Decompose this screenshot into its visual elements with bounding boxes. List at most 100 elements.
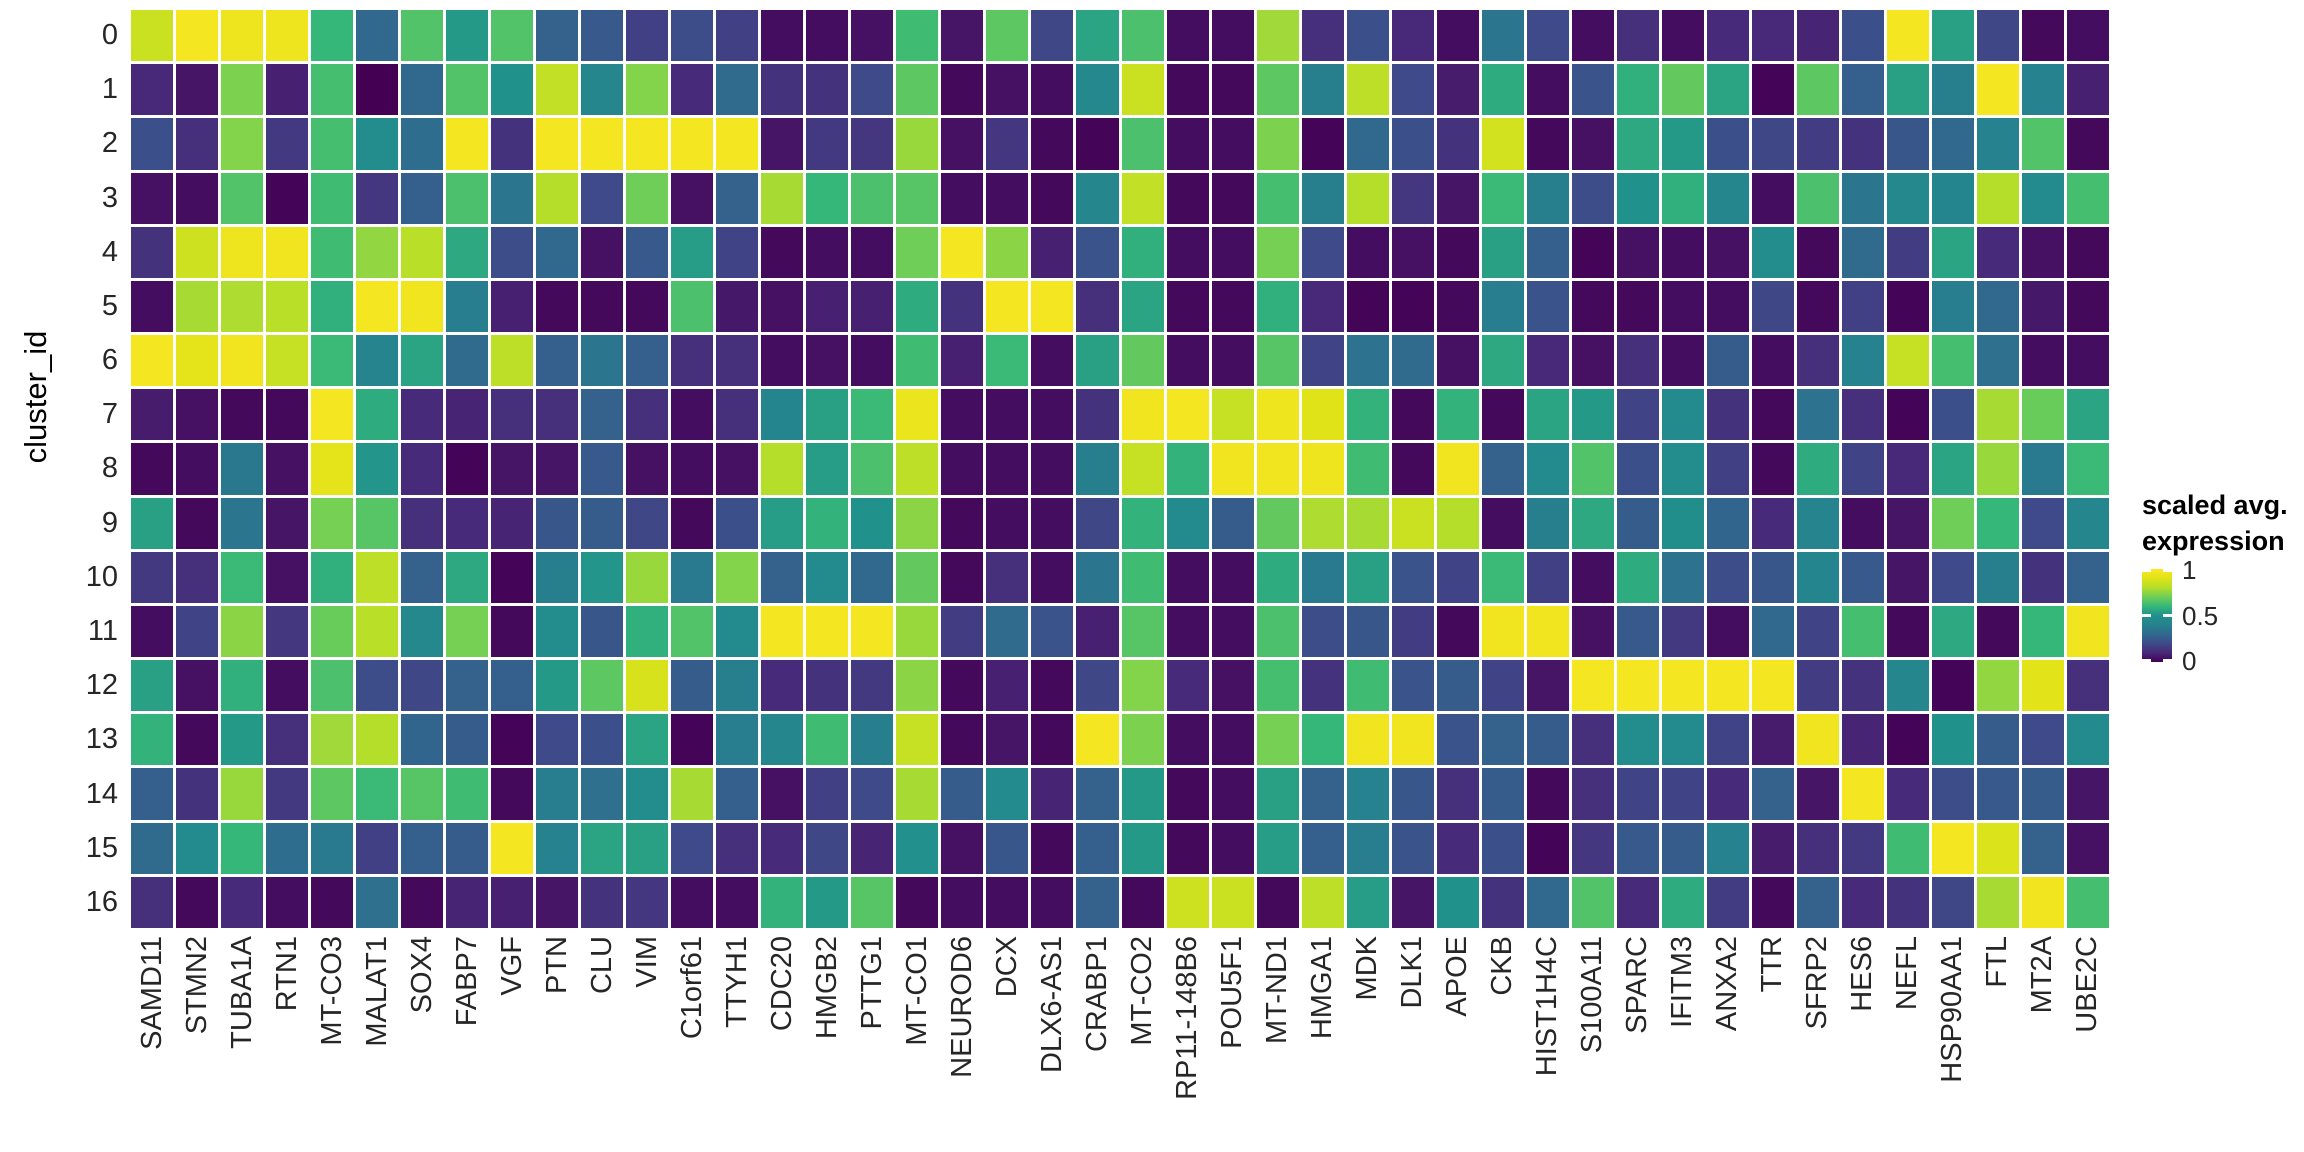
heatmap-cell [446,172,489,224]
heatmap-cell [1841,497,1884,549]
heatmap-cell [1931,172,1974,224]
heatmap-cell [446,714,489,766]
legend-tick-labels: 1 0.5 0 [2182,557,2262,674]
heatmap-cell [1751,714,1794,766]
heatmap-cell [1616,605,1659,658]
heatmap-cell [1616,10,1659,62]
y-axis-labels: 0 1 2 3 4 5 6 7 8 9 10 11 12 13 14 15 16 [0,10,118,928]
heatmap-cell [1931,280,1974,333]
heatmap-cell [1481,335,1524,387]
heatmap-cell [1076,389,1119,441]
heatmap-cell [1841,10,1884,62]
heatmap-cell [716,389,759,441]
heatmap-cell [1256,118,1299,170]
heatmap-cell [1481,64,1524,116]
legend-tick-mark [2163,614,2172,617]
heatmap-cell [1796,876,1839,928]
heatmap-cell [1751,660,1794,712]
x-tick-label: HSP90AA1 [1936,936,1969,1083]
heatmap-cell [1346,443,1389,495]
heatmap-cell [806,497,849,549]
heatmap-cell [401,497,444,549]
heatmap-cell [311,280,354,333]
heatmap-cell [2066,280,2109,333]
heatmap-cell [941,714,984,766]
heatmap-cell [1661,605,1704,658]
heatmap-cell [1391,768,1434,820]
heatmap-cell [1976,172,2019,224]
heatmap-cell [311,714,354,766]
heatmap-cell [1481,280,1524,333]
heatmap-cell [1571,280,1614,333]
heatmap-cell [716,335,759,387]
heatmap-cell [806,389,849,441]
heatmap-cell [266,605,309,658]
heatmap-cell [1256,172,1299,224]
heatmap-cell [2021,876,2064,928]
heatmap-cell [1931,10,1974,62]
heatmap-cell [1976,10,2019,62]
heatmap-cell [1391,551,1434,603]
heatmap-cell [2066,660,2109,712]
heatmap-cell [1976,551,2019,603]
heatmap-cell [2021,443,2064,495]
heatmap-cell [401,768,444,820]
heatmap-cell [806,172,849,224]
heatmap-cell [536,10,579,62]
heatmap-cell [1706,605,1749,658]
heatmap-cell [806,714,849,766]
heatmap-cell [176,335,219,387]
heatmap-cell [2066,443,2109,495]
heatmap-cell [716,768,759,820]
heatmap-cell [1301,443,1344,495]
heatmap-cell [1256,660,1299,712]
heatmap-cell [941,118,984,170]
heatmap-cell [1031,497,1074,549]
heatmap-cell [1031,118,1074,170]
heatmap-cell [896,443,939,495]
heatmap-cell [1841,714,1884,766]
heatmap-cell [851,64,894,116]
heatmap-cell [446,389,489,441]
heatmap-cell [671,64,714,116]
heatmap-cell [491,118,534,170]
heatmap-cell [986,443,1029,495]
heatmap-cell [401,118,444,170]
heatmap-cell [1076,660,1119,712]
heatmap-cell [986,768,1029,820]
heatmap-cell [1211,822,1254,874]
heatmap-cell [491,226,534,278]
heatmap-cell [1931,876,1974,928]
heatmap-cell [311,497,354,549]
heatmap-cell [311,605,354,658]
heatmap-cell [941,226,984,278]
heatmap-cell [941,172,984,224]
heatmap-cell [1346,605,1389,658]
heatmap-cell [1571,551,1614,603]
heatmap-cell [1526,497,1569,549]
heatmap-cell [1931,714,1974,766]
heatmap-cell [1256,876,1299,928]
x-tick-label: MT-ND1 [1261,936,1294,1044]
x-tick-label: NEUROD6 [945,936,978,1078]
heatmap-cell [806,118,849,170]
heatmap-cell [1931,118,1974,170]
heatmap-cell [1751,335,1794,387]
heatmap-cell [986,605,1029,658]
heatmap-cell [806,226,849,278]
heatmap-cell [266,822,309,874]
heatmap-cell [1526,714,1569,766]
x-tick-label: CRABP1 [1080,936,1113,1053]
x-tick-label: CDC20 [765,936,798,1032]
heatmap-cell [1796,443,1839,495]
heatmap-cell [1436,876,1479,928]
heatmap-cell [311,10,354,62]
heatmap-cell [941,551,984,603]
heatmap-cell [986,551,1029,603]
heatmap-cell [311,443,354,495]
heatmap-cell [1751,605,1794,658]
legend-title-line1: scaled avg. [2142,490,2288,520]
heatmap-cell [1931,660,1974,712]
heatmap-cell [1346,64,1389,116]
heatmap-cell [1391,876,1434,928]
